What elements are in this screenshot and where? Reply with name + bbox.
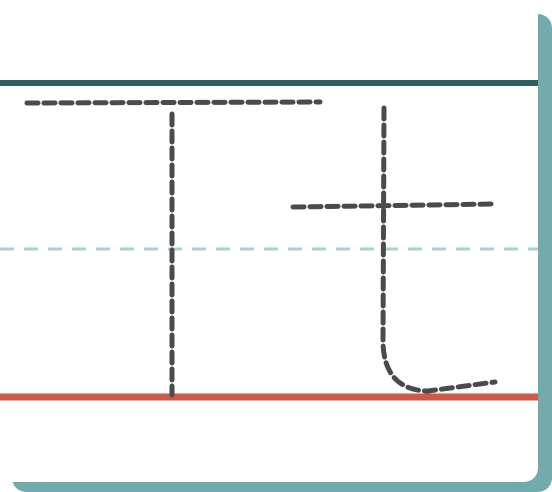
guide-lines: [0, 80, 538, 401]
trace-letters: [24, 99, 498, 398]
lowercase-t-crossbar: [290, 201, 498, 210]
letter-lowercase-t[interactable]: [290, 105, 498, 394]
lowercase-t-stem: [380, 105, 498, 394]
uppercase-t-crossbar: [24, 99, 323, 106]
letter-uppercase-t[interactable]: [24, 99, 323, 398]
card-face: [0, 0, 538, 482]
